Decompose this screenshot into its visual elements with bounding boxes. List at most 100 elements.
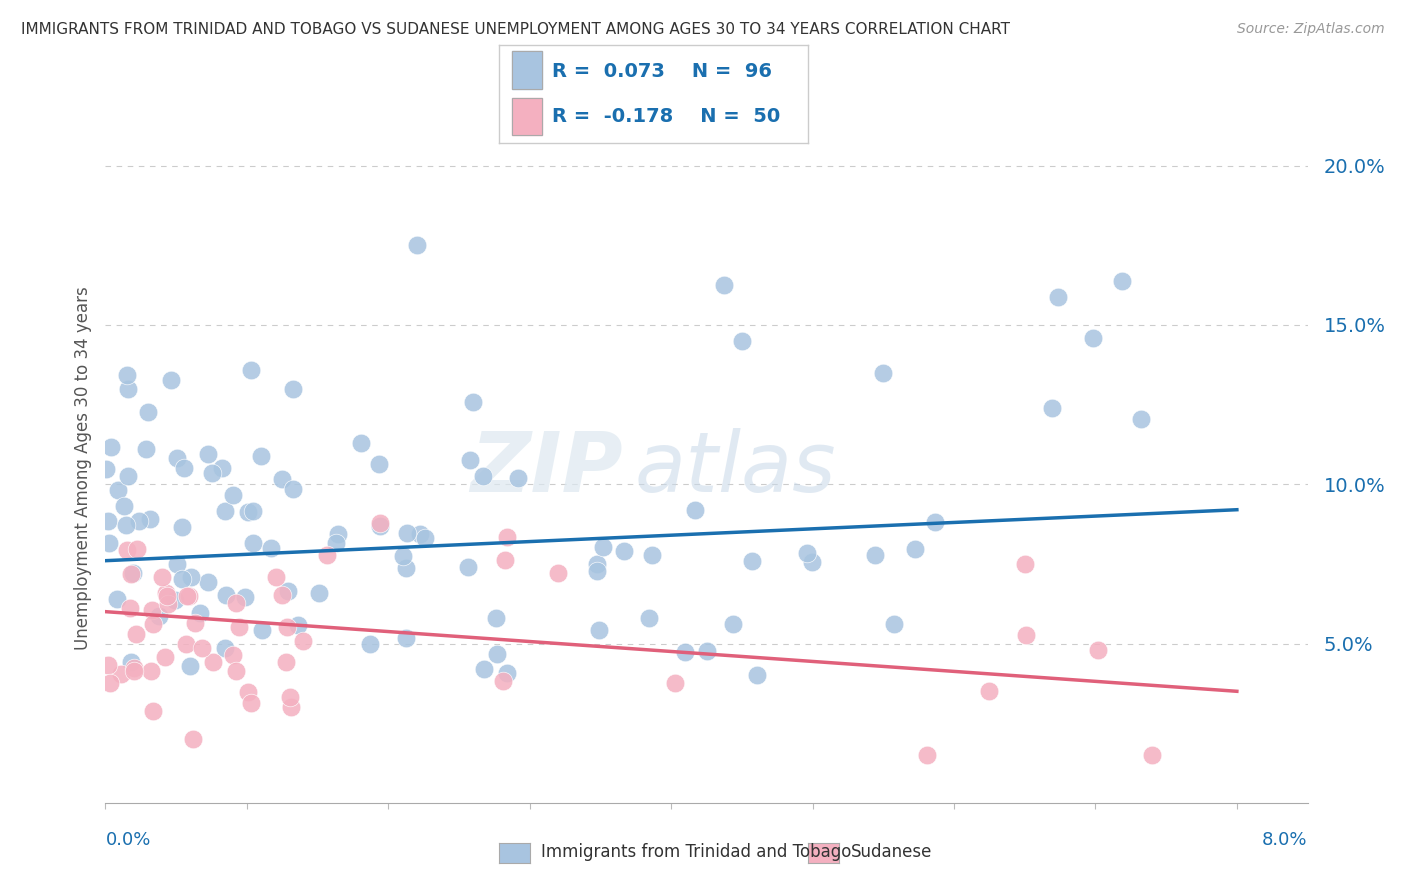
Point bbox=[128, 514, 150, 528]
Point bbox=[97, 514, 120, 528]
Point bbox=[405, 238, 427, 252]
Point bbox=[260, 541, 283, 555]
Point bbox=[225, 596, 247, 610]
Point bbox=[181, 731, 204, 746]
Point bbox=[492, 674, 515, 689]
Point bbox=[170, 572, 193, 586]
Point bbox=[368, 519, 391, 533]
Point bbox=[157, 597, 180, 611]
Point bbox=[721, 616, 744, 631]
Point bbox=[395, 631, 418, 645]
Bar bbox=[512, 97, 543, 135]
Point bbox=[1087, 643, 1109, 657]
Point bbox=[201, 656, 224, 670]
Point bbox=[472, 662, 495, 676]
Point bbox=[277, 584, 299, 599]
Point bbox=[170, 520, 193, 534]
Point bbox=[316, 548, 339, 562]
Point bbox=[276, 620, 298, 634]
Point bbox=[142, 617, 165, 632]
Point bbox=[396, 525, 419, 540]
Point bbox=[641, 548, 664, 562]
Point bbox=[457, 559, 479, 574]
Point bbox=[238, 505, 260, 519]
Point bbox=[233, 590, 256, 604]
Point bbox=[637, 611, 659, 625]
Point bbox=[1140, 747, 1163, 762]
Point bbox=[197, 574, 219, 589]
Point bbox=[696, 644, 718, 658]
Point bbox=[673, 645, 696, 659]
Text: Immigrants from Trinidad and Tobago: Immigrants from Trinidad and Tobago bbox=[541, 843, 852, 861]
Point bbox=[547, 566, 569, 580]
Point bbox=[1014, 557, 1036, 571]
Point bbox=[368, 458, 391, 472]
Point bbox=[150, 570, 173, 584]
Point bbox=[97, 536, 120, 550]
Point bbox=[1015, 628, 1038, 642]
Point bbox=[683, 503, 706, 517]
Point bbox=[201, 466, 224, 480]
Point bbox=[166, 450, 188, 465]
Point bbox=[124, 626, 146, 640]
Point bbox=[1111, 274, 1133, 288]
Point bbox=[924, 515, 946, 529]
Point bbox=[392, 549, 415, 563]
Point bbox=[188, 606, 211, 620]
Point bbox=[904, 541, 927, 556]
Point bbox=[240, 362, 263, 376]
Point bbox=[107, 483, 129, 497]
Point bbox=[156, 589, 179, 603]
Point bbox=[415, 532, 437, 546]
Text: Source: ZipAtlas.com: Source: ZipAtlas.com bbox=[1237, 22, 1385, 37]
Point bbox=[494, 553, 516, 567]
Point bbox=[586, 557, 609, 571]
Point bbox=[155, 586, 177, 600]
Point bbox=[250, 623, 273, 637]
Point bbox=[287, 618, 309, 632]
Point bbox=[180, 570, 202, 584]
Text: 8.0%: 8.0% bbox=[1263, 831, 1308, 849]
Point bbox=[191, 640, 214, 655]
Point bbox=[278, 690, 301, 705]
Y-axis label: Unemployment Among Ages 30 to 34 years: Unemployment Among Ages 30 to 34 years bbox=[73, 286, 91, 650]
Point bbox=[211, 460, 233, 475]
Point bbox=[977, 683, 1000, 698]
Point bbox=[863, 548, 886, 562]
Point bbox=[458, 453, 481, 467]
Point bbox=[613, 544, 636, 558]
Point bbox=[222, 648, 245, 663]
Point bbox=[240, 697, 263, 711]
Point bbox=[117, 468, 139, 483]
Point bbox=[745, 668, 768, 682]
Point bbox=[1130, 411, 1153, 425]
Point bbox=[179, 659, 201, 673]
Point bbox=[122, 566, 145, 580]
Point bbox=[280, 699, 302, 714]
Point bbox=[112, 500, 135, 514]
Point bbox=[125, 542, 148, 557]
Point bbox=[731, 334, 754, 348]
Point bbox=[120, 567, 142, 582]
Point bbox=[141, 603, 163, 617]
Point bbox=[883, 617, 905, 632]
Point bbox=[271, 472, 294, 486]
Point bbox=[370, 516, 392, 531]
Point bbox=[115, 368, 138, 383]
Point bbox=[110, 666, 132, 681]
Point bbox=[1040, 401, 1063, 416]
Point bbox=[120, 601, 142, 615]
Point bbox=[1047, 290, 1070, 304]
Point bbox=[463, 395, 485, 409]
Point bbox=[96, 462, 118, 476]
Point bbox=[395, 561, 418, 575]
Point bbox=[214, 640, 236, 655]
Point bbox=[588, 624, 610, 638]
Point bbox=[359, 637, 381, 651]
Point bbox=[250, 449, 273, 463]
Point bbox=[174, 637, 197, 651]
Point bbox=[177, 589, 200, 603]
Point bbox=[228, 620, 250, 634]
Text: IMMIGRANTS FROM TRINIDAD AND TOBAGO VS SUDANESE UNEMPLOYMENT AMONG AGES 30 TO 34: IMMIGRANTS FROM TRINIDAD AND TOBAGO VS S… bbox=[21, 22, 1010, 37]
Point bbox=[100, 440, 122, 454]
